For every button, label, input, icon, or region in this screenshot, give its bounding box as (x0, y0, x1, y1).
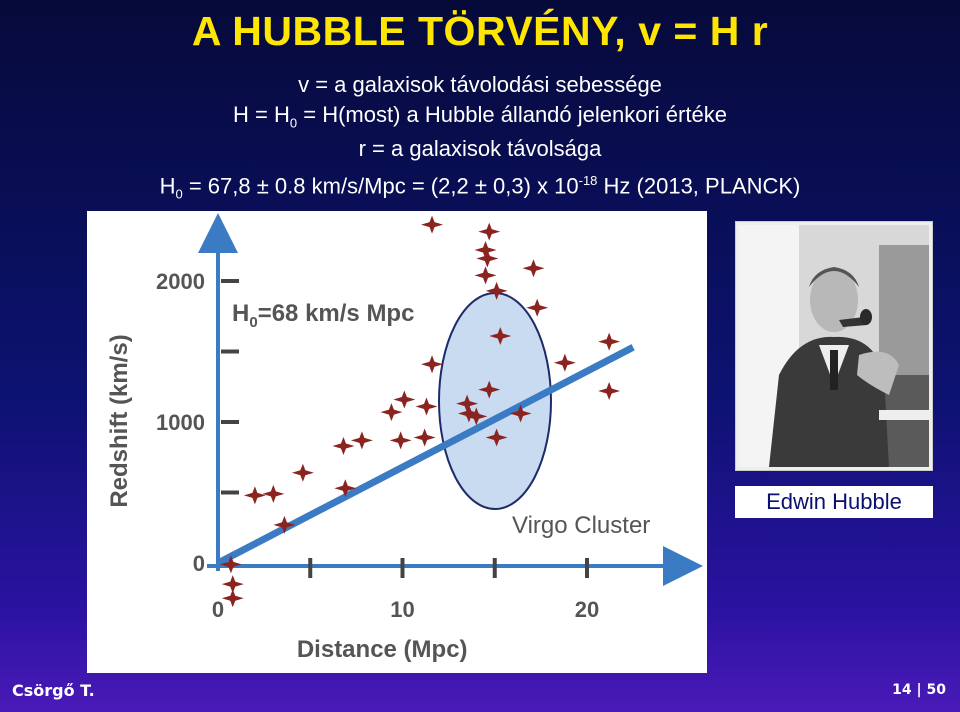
hubble-constant-value: H0 = 67,8 ± 0.8 km/s/Mpc = (2,2 ± 0,3) x… (159, 173, 801, 202)
data-point-6 (291, 463, 314, 482)
data-point-21 (522, 259, 545, 278)
data-point-25 (478, 380, 501, 399)
data-point-20 (485, 281, 508, 300)
data-point-14 (413, 428, 436, 447)
definition-distance: r = a galaxisok távolsága (358, 136, 602, 161)
data-point-30 (509, 404, 532, 423)
hubble-annotation: H0=68 km/s Mpc (232, 300, 414, 331)
data-point-23 (489, 326, 512, 345)
data-point-2 (221, 589, 244, 608)
x-tick-label-10: 10 (390, 597, 414, 622)
page-number: 14 | 50 (892, 682, 946, 698)
data-point-27 (456, 394, 479, 413)
data-point-8 (334, 479, 357, 498)
data-point-19 (474, 266, 497, 285)
x-tick-label-0: 0 (212, 597, 224, 622)
hubble-chart: 0 1000 2000 0 10 20 Distance (Mpc) Redshift (km… (87, 211, 707, 673)
data-point-32 (598, 332, 621, 351)
data-point-22 (526, 298, 549, 317)
data-point-17 (474, 240, 497, 259)
data-point-5 (273, 515, 296, 534)
y-tick-label-0: 0 (193, 551, 205, 576)
x-axis-label: Distance (Mpc) (297, 636, 468, 663)
photo-caption: Edwin Hubble (735, 486, 933, 518)
data-point-33 (598, 381, 621, 400)
y-axis-label: Redshift (km/s) (106, 334, 133, 507)
data-point-31 (485, 428, 508, 447)
data-point-11 (393, 390, 416, 409)
data-point-4 (262, 484, 285, 503)
y-tick-label-2000: 2000 (156, 269, 205, 294)
data-point-29 (465, 407, 488, 426)
portrait-image (739, 225, 929, 467)
data-point-7 (332, 436, 355, 455)
data-point-24 (421, 355, 444, 374)
y-tick-label-1000: 1000 (156, 410, 205, 435)
virgo-cluster-label: Virgo Cluster (512, 512, 650, 539)
data-point-3 (243, 486, 266, 505)
data-point-10 (380, 403, 403, 422)
slide-title: A HUBBLE TÖRVÉNY, v = H r (191, 8, 769, 54)
data-point-16 (478, 222, 501, 241)
data-point-18 (476, 249, 499, 268)
definition-hubble-constant: H = H0 = H(most) a Hubble állandó jelenk… (233, 102, 727, 131)
chart-canvas: 0 1000 2000 0 10 20 Distance (Mpc) Redshift (km… (106, 213, 703, 663)
data-point-1 (221, 575, 244, 594)
x-tick-label-20: 20 (575, 597, 599, 622)
data-point-26 (553, 353, 576, 372)
definition-velocity: v = a galaxisok távolodási sebessége (298, 72, 662, 97)
data-point-28 (457, 404, 480, 423)
data-point-0 (219, 555, 242, 574)
data-point-12 (389, 431, 412, 450)
author-label: Csörgő T. (12, 681, 95, 700)
data-point-15 (421, 215, 444, 234)
data-point-13 (415, 397, 438, 416)
data-point-9 (350, 431, 373, 450)
edwin-hubble-photo (735, 221, 933, 471)
